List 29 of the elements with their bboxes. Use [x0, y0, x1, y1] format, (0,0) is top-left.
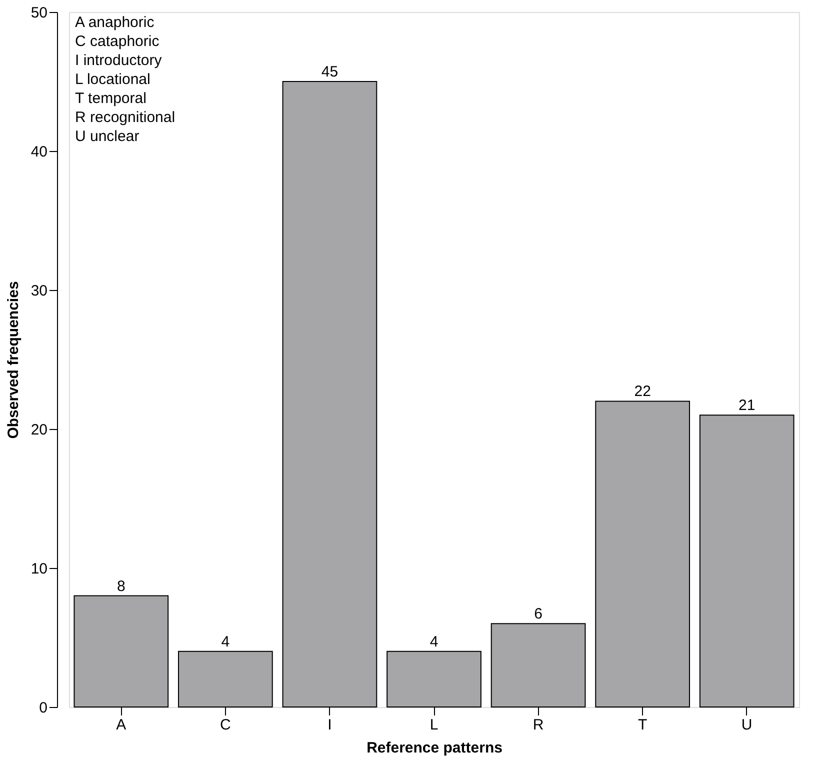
annotation: L locational	[75, 71, 150, 88]
data-label: 22	[634, 383, 651, 400]
y-tick-label: 40	[30, 144, 48, 160]
y-tick-label: 50	[30, 4, 48, 22]
annotation: C cataphoric	[75, 33, 160, 50]
x-tick-label: L	[430, 716, 438, 734]
data-label: 21	[738, 397, 756, 414]
x-tick-label: I	[328, 716, 332, 734]
x-tick-label: A	[116, 716, 126, 734]
annotation: I introductory	[75, 52, 162, 69]
x-tick-label: U	[741, 716, 752, 734]
x-tick-label: T	[638, 716, 648, 734]
data-label: 4	[430, 633, 438, 650]
data-label: 6	[534, 606, 542, 623]
y-tick-label: 0	[39, 700, 48, 716]
annotation: U unclear	[75, 128, 140, 145]
x-tick-label: R	[532, 716, 544, 734]
data-label: 4	[221, 633, 230, 650]
x-axis-title: Reference patterns	[366, 740, 502, 756]
y-axis-title: Observed frequencies	[4, 281, 22, 439]
x-tick-label: C	[220, 716, 232, 734]
y-tick-label: 30	[30, 282, 48, 300]
data-label: 8	[116, 578, 126, 595]
y-tick-label: 10	[30, 560, 48, 578]
annotation: R recognitional	[75, 109, 176, 126]
y-tick-label: 20	[30, 422, 48, 438]
annotation: T temporal	[75, 90, 146, 107]
data-label: 45	[321, 64, 338, 80]
annotation: A anaphoric	[75, 14, 155, 31]
